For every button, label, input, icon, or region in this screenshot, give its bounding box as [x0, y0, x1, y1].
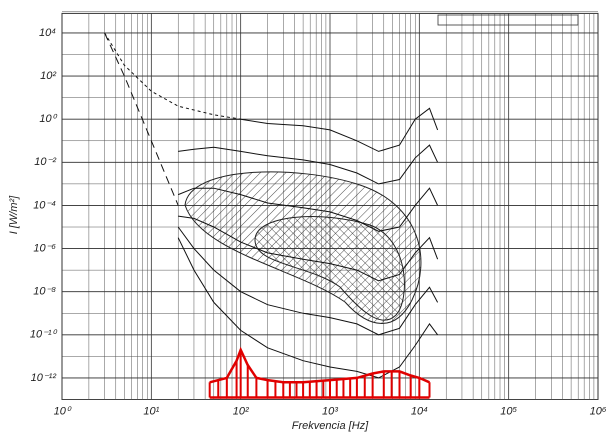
- x-tick-label: 10⁰: [54, 405, 72, 417]
- y-tick-label: 10⁻¹²: [31, 372, 57, 384]
- y-tick-label: 10⁻⁴: [33, 199, 56, 211]
- contour-line: [177, 237, 439, 379]
- x-tick-label: 10⁶: [590, 405, 607, 417]
- y-tick-label: 10⁻¹⁰: [30, 329, 58, 341]
- x-tick-label: 10³: [322, 405, 338, 417]
- contour-line: [178, 215, 439, 282]
- y-tick-label: 10²: [40, 70, 56, 82]
- x-axis-title: Frekvencia [Hz]: [292, 420, 369, 432]
- contour-line: [178, 144, 439, 185]
- x-tick-label: 10⁵: [500, 405, 517, 417]
- y-tick-label: 10⁻²: [34, 156, 56, 168]
- y-axis-title: I [W/m²]: [8, 195, 20, 234]
- contour-line: [104, 32, 241, 120]
- x-tick-label: 10²: [233, 405, 249, 417]
- contour-line: [177, 226, 439, 336]
- y-tick-label: 10⁻⁶: [33, 242, 56, 254]
- y-tick-label: 10⁴: [39, 27, 56, 39]
- y-tick-label: 10⁰: [39, 113, 57, 125]
- marks: [104, 32, 439, 399]
- speech-region: [254, 216, 405, 321]
- y-tick-label: 10⁻⁸: [33, 286, 56, 298]
- x-tick-label: 10¹: [143, 405, 159, 417]
- contour-line: [104, 32, 179, 206]
- hatched-area-line: [209, 346, 430, 384]
- frame-detail: [437, 14, 579, 26]
- contour-line: [178, 107, 439, 152]
- x-tick-label: 10⁴: [411, 405, 428, 417]
- contour-line: [178, 187, 439, 232]
